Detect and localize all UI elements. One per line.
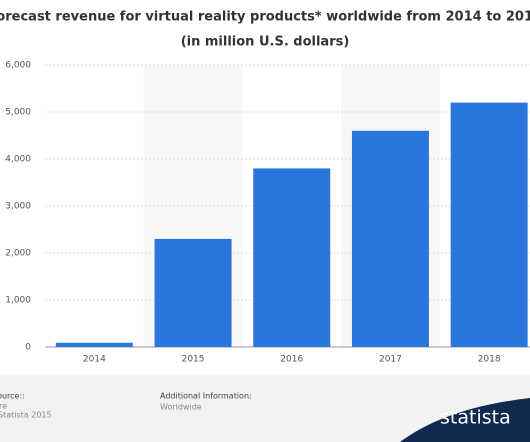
logo-wave xyxy=(400,398,530,442)
source-line: Statista 2015 xyxy=(0,411,52,420)
chart-title: Forecast revenue for virtual reality pro… xyxy=(0,10,530,25)
info-label: Additional Information: xyxy=(160,392,252,401)
x-tick-label: 2016 xyxy=(280,355,303,365)
x-tick-label: 2017 xyxy=(379,355,402,365)
bar xyxy=(351,130,429,347)
bar xyxy=(154,238,232,347)
y-tick-label: 0 xyxy=(25,343,31,353)
bar xyxy=(55,342,133,347)
bar xyxy=(450,102,528,347)
logo: statista xyxy=(440,407,511,429)
chart-subtitle: (in million U.S. dollars) xyxy=(181,35,350,50)
bar xyxy=(253,168,331,347)
info-text: Worldwide xyxy=(160,403,202,412)
y-tick-label: 6,000 xyxy=(5,61,31,71)
y-tick-label: 2,000 xyxy=(5,249,31,259)
y-tick-label: 1,000 xyxy=(5,296,31,306)
x-tick-label: 2018 xyxy=(478,355,501,365)
y-tick-label: 5,000 xyxy=(5,108,31,118)
source-label: Source:: xyxy=(0,392,25,401)
x-tick-label: 2015 xyxy=(182,355,205,365)
x-tick-label: 2014 xyxy=(83,355,106,365)
source-line: re xyxy=(0,402,7,411)
y-tick-label: 3,000 xyxy=(5,202,31,212)
y-tick-label: 4,000 xyxy=(5,155,31,165)
